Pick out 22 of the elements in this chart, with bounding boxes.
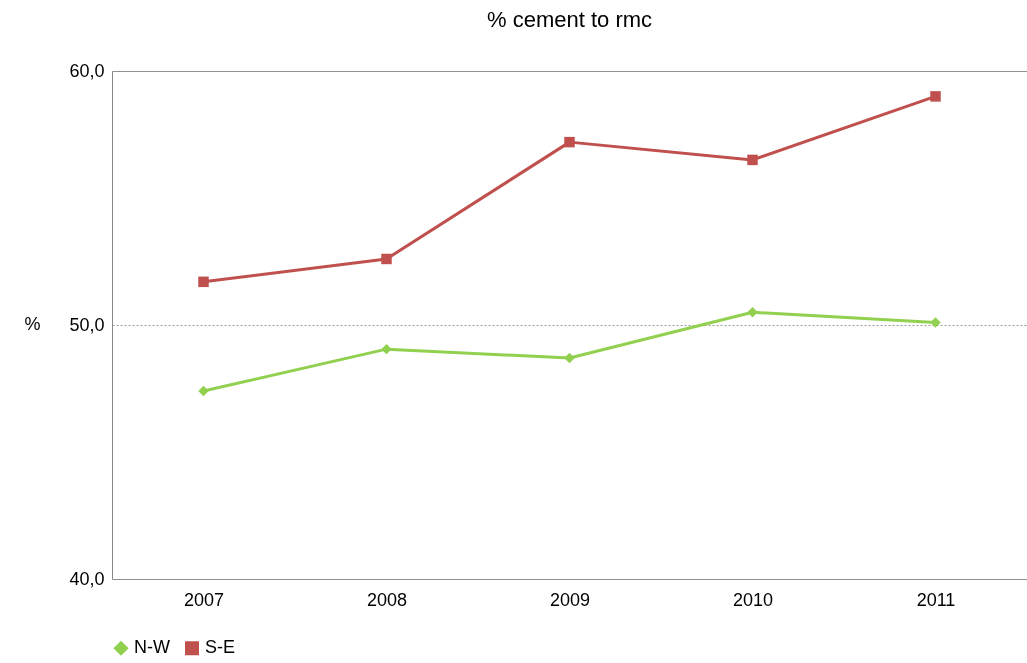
point [198, 276, 209, 288]
point [381, 253, 392, 265]
point [564, 136, 575, 148]
point [747, 154, 758, 166]
x-tick-label: 2009 [549, 589, 591, 610]
point [381, 343, 392, 355]
legend-label: S-E [205, 637, 236, 658]
y-axis-title: % [24, 313, 41, 334]
point [564, 352, 575, 364]
point [930, 317, 941, 328]
x-tick-label: 2010 [732, 589, 774, 610]
y-tick-label: 60,0 [69, 60, 105, 81]
point [930, 91, 941, 102]
x-tick-label: 2011 [916, 589, 956, 610]
point [198, 385, 209, 397]
x-tick-label: 2008 [366, 589, 408, 610]
y-tick-label: 40,0 [69, 568, 105, 589]
chart-title: % cement to rmc [486, 7, 653, 32]
legend-label: N-W [134, 637, 170, 658]
y-tick-label: 50,0 [69, 314, 105, 335]
x-tick-label: 2007 [183, 589, 225, 610]
point [747, 307, 758, 318]
